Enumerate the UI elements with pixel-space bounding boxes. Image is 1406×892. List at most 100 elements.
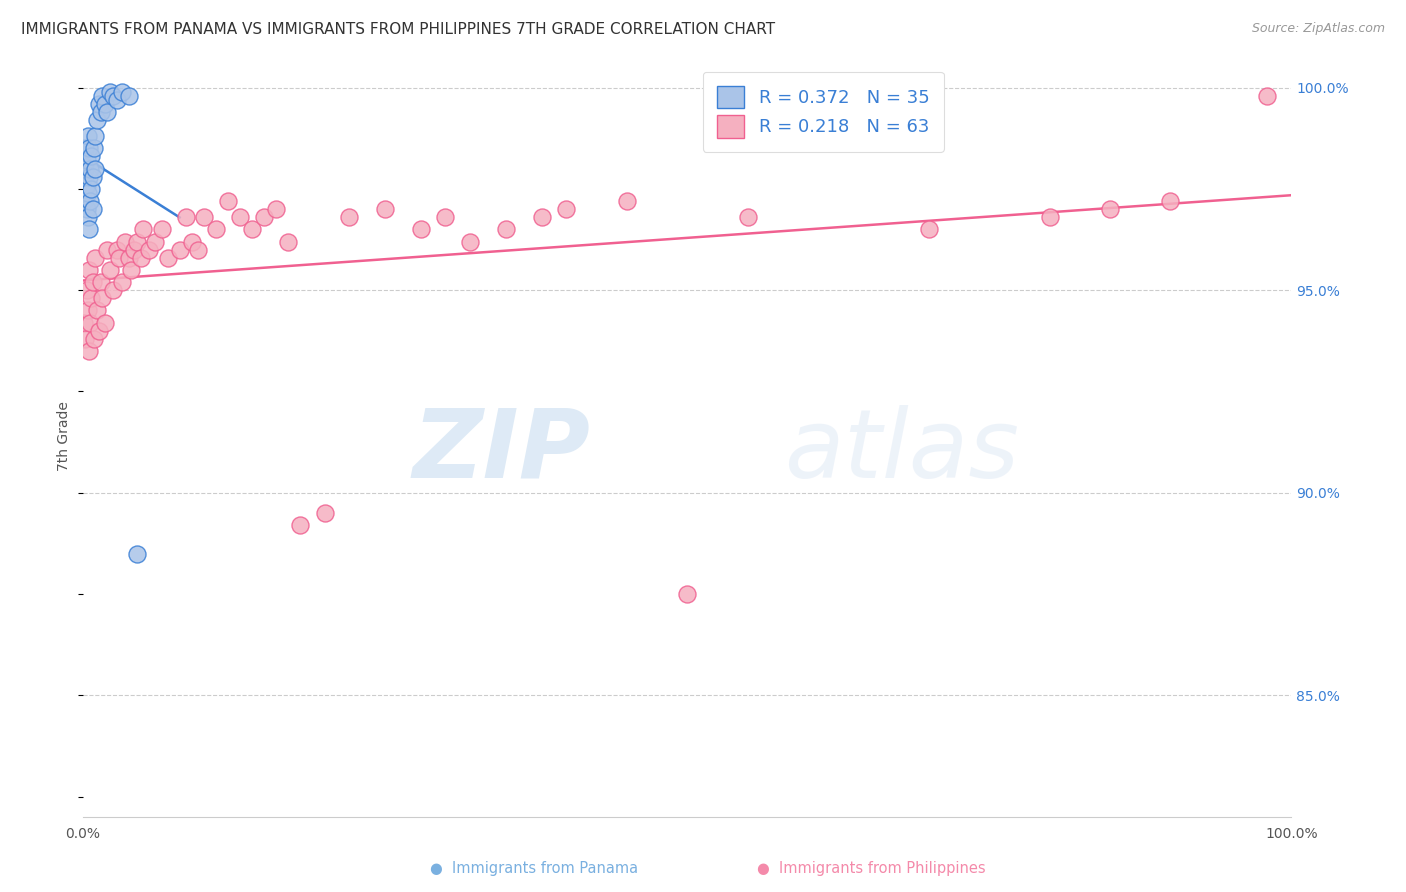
Point [1256, 88, 1278, 103]
Point [240, 222, 263, 236]
Point [217, 194, 239, 208]
Point [290, 518, 312, 533]
Point [103, 88, 125, 103]
Point [73, 169, 96, 184]
Point [77, 141, 100, 155]
Point [111, 275, 134, 289]
Point [150, 222, 173, 236]
Point [108, 251, 131, 265]
Point [79, 161, 101, 176]
Point [96, 104, 118, 119]
Text: Source: ZipAtlas.com: Source: ZipAtlas.com [1251, 22, 1385, 36]
Point [531, 211, 554, 225]
Point [96, 243, 118, 257]
Point [458, 235, 481, 249]
Point [737, 211, 759, 225]
Point [77, 263, 100, 277]
Point [91, 88, 114, 103]
Point [918, 222, 941, 236]
Text: ZIP: ZIP [412, 405, 591, 498]
Point [337, 211, 360, 225]
Text: IMMIGRANTS FROM PANAMA VS IMMIGRANTS FROM PHILIPPINES 7TH GRADE CORRELATION CHAR: IMMIGRANTS FROM PANAMA VS IMMIGRANTS FRO… [21, 22, 775, 37]
Point [84, 129, 107, 144]
Point [616, 194, 638, 208]
Point [127, 235, 149, 249]
Point [1039, 211, 1062, 225]
Y-axis label: 7th Grade: 7th Grade [58, 401, 72, 471]
Point [76, 129, 98, 144]
Point [73, 316, 96, 330]
Point [76, 211, 98, 225]
Point [79, 194, 101, 208]
Point [411, 222, 433, 236]
Point [1160, 194, 1182, 208]
Point [87, 324, 110, 338]
Point [87, 96, 110, 111]
Point [676, 587, 699, 601]
Text: atlas: atlas [783, 405, 1019, 498]
Point [93, 96, 115, 111]
Point [495, 222, 517, 236]
Point [434, 211, 457, 225]
Point [77, 222, 100, 236]
Point [118, 88, 141, 103]
Text: ●  Immigrants from Philippines: ● Immigrants from Philippines [758, 861, 986, 876]
Point [374, 202, 396, 216]
Point [98, 263, 121, 277]
Point [205, 222, 228, 236]
Point [90, 275, 112, 289]
Point [120, 263, 142, 277]
Point [253, 211, 276, 225]
Point [127, 547, 149, 561]
Point [129, 251, 152, 265]
Point [105, 243, 128, 257]
Point [122, 243, 145, 257]
Point [169, 243, 191, 257]
Point [80, 149, 103, 163]
Point [80, 182, 103, 196]
Point [80, 291, 103, 305]
Point [83, 141, 105, 155]
Point [229, 211, 252, 225]
Point [73, 194, 96, 208]
Point [193, 211, 215, 225]
Text: ●  Immigrants from Panama: ● Immigrants from Panama [430, 861, 638, 876]
Point [82, 275, 104, 289]
Point [76, 283, 98, 297]
Point [93, 316, 115, 330]
Point [75, 161, 97, 176]
Point [266, 202, 288, 216]
Point [277, 235, 299, 249]
Point [75, 182, 97, 196]
Point [84, 251, 107, 265]
Point [79, 316, 101, 330]
Point [111, 85, 134, 99]
Point [76, 153, 98, 168]
Point [75, 332, 97, 346]
Point [86, 112, 108, 127]
Point [103, 283, 125, 297]
Legend: R = 0.372   N = 35, R = 0.218   N = 63: R = 0.372 N = 35, R = 0.218 N = 63 [703, 71, 943, 152]
Point [91, 291, 114, 305]
Point [138, 243, 160, 257]
Point [86, 303, 108, 318]
Point [132, 222, 155, 236]
Point [105, 93, 128, 107]
Point [90, 104, 112, 119]
Point [114, 235, 136, 249]
Point [156, 251, 179, 265]
Point [555, 202, 578, 216]
Point [180, 235, 202, 249]
Point [187, 243, 209, 257]
Point [145, 235, 167, 249]
Point [1099, 202, 1122, 216]
Point [118, 251, 141, 265]
Point [84, 161, 107, 176]
Point [76, 178, 98, 192]
Point [82, 202, 104, 216]
Point [77, 343, 100, 358]
Point [75, 141, 97, 155]
Point [76, 186, 98, 200]
Point [76, 202, 98, 216]
Point [83, 332, 105, 346]
